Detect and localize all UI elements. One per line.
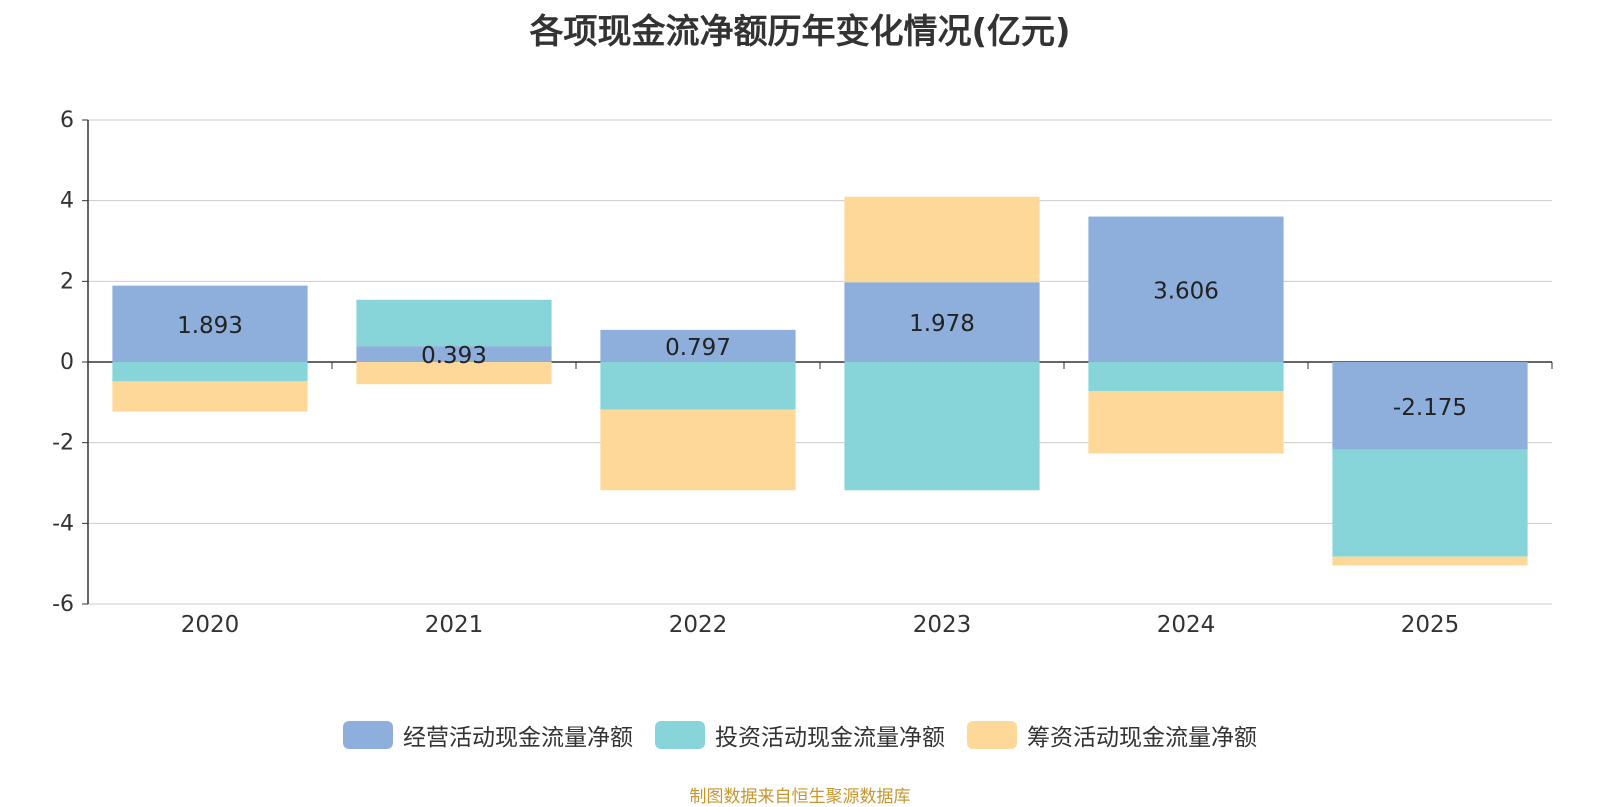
bar-2025-series-2 — [1332, 556, 1528, 566]
legend: 经营活动现金流量净额 投资活动现金流量净额 筹资活动现金流量净额 — [0, 718, 1600, 752]
data-label-2020: 1.893 — [177, 313, 243, 339]
bar-2023-series-2 — [844, 196, 1040, 283]
y-tick-label: -2 — [52, 431, 74, 456]
bar-2025-series-1 — [1332, 449, 1528, 557]
x-tick-label: 2022 — [669, 612, 728, 638]
x-tick-label: 2023 — [913, 612, 972, 638]
bar-2021-series-2 — [356, 362, 552, 385]
y-tick-label: 4 — [60, 189, 74, 214]
y-tick-label: 0 — [60, 350, 74, 375]
bar-2020-series-1 — [112, 362, 308, 382]
data-label-2023: 1.978 — [909, 311, 975, 337]
x-tick-label: 2021 — [425, 612, 484, 638]
bar-2024-series-2 — [1088, 391, 1284, 454]
bar-2021-series-1 — [356, 299, 552, 347]
chart-title: 各项现金流净额历年变化情况(亿元) — [529, 12, 1071, 52]
y-tick-label: -4 — [52, 511, 74, 536]
bar-2020-series-0 — [112, 285, 308, 362]
y-tick-label: 2 — [60, 269, 74, 294]
y-tick-label: -6 — [52, 592, 74, 617]
bar-2022-series-1 — [600, 362, 796, 410]
x-tick-label: 2025 — [1401, 612, 1460, 638]
bar-2022-series-0 — [600, 329, 796, 362]
legend-swatch-financing — [967, 721, 1017, 749]
bar-2022-series-2 — [600, 409, 796, 491]
x-tick-label: 2020 — [181, 612, 240, 638]
bar-2020-series-2 — [112, 381, 308, 412]
bar-2024-series-1 — [1088, 362, 1284, 392]
source-note: 制图数据来自恒生聚源数据库 — [689, 787, 911, 807]
stacked-bar-chart: 6 4 2 0 -2 -4 -6 2020 2021 2022 2023 2024 2025 1.893 0… — [52, 108, 1553, 638]
y-tick-label: 6 — [60, 108, 74, 133]
legend-item-operating[interactable]: 经营活动现金流量净额 — [343, 718, 633, 752]
x-tick-label: 2024 — [1157, 612, 1216, 638]
legend-label-operating: 经营活动现金流量净额 — [403, 725, 633, 751]
legend-swatch-operating — [343, 721, 393, 749]
legend-label-financing: 筹资活动现金流量净额 — [1027, 725, 1257, 751]
bar-2023-series-1 — [844, 362, 1040, 491]
data-label-2022: 0.797 — [665, 335, 731, 361]
legend-item-financing[interactable]: 筹资活动现金流量净额 — [967, 718, 1257, 752]
legend-item-investing[interactable]: 投资活动现金流量净额 — [655, 718, 945, 752]
bar-2025-series-0 — [1332, 362, 1528, 450]
legend-label-investing: 投资活动现金流量净额 — [715, 725, 945, 751]
bar-2024-series-0 — [1088, 216, 1284, 362]
bar-2021-series-0 — [356, 346, 552, 362]
data-label-2025: -2.175 — [1393, 395, 1467, 421]
data-label-2021: 0.393 — [421, 343, 487, 369]
bar-2023-series-0 — [844, 282, 1040, 362]
legend-swatch-investing — [655, 721, 705, 749]
data-label-2024: 3.606 — [1153, 278, 1219, 304]
